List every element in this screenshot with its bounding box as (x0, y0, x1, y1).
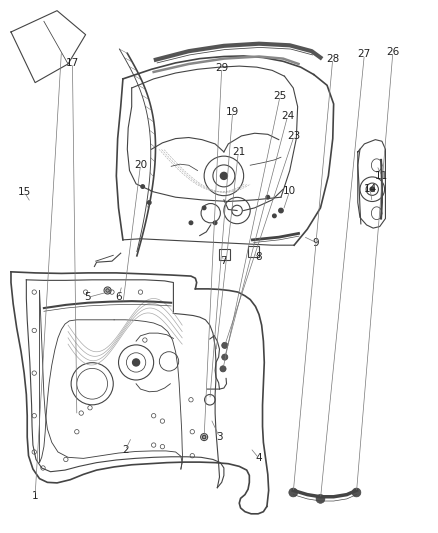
Circle shape (265, 196, 269, 199)
Text: 8: 8 (255, 253, 262, 262)
Circle shape (221, 354, 227, 360)
Text: 21: 21 (231, 147, 244, 157)
Bar (218, 249, 229, 260)
Text: 15: 15 (18, 187, 31, 197)
Circle shape (278, 208, 283, 213)
Circle shape (220, 172, 227, 180)
Circle shape (147, 201, 151, 204)
Circle shape (202, 206, 205, 209)
Text: 28: 28 (325, 54, 339, 63)
Circle shape (221, 342, 227, 349)
Text: 3: 3 (215, 432, 223, 442)
Text: 24: 24 (280, 111, 293, 121)
Text: 4: 4 (255, 454, 262, 463)
Text: 9: 9 (312, 238, 319, 247)
Text: 29: 29 (215, 63, 228, 73)
Circle shape (213, 221, 216, 224)
Text: 2: 2 (121, 446, 128, 455)
Circle shape (141, 185, 144, 188)
Text: 26: 26 (385, 47, 399, 56)
Text: 6: 6 (115, 293, 122, 302)
Text: 20: 20 (134, 160, 147, 170)
Text: 19: 19 (226, 107, 239, 117)
Text: 25: 25 (273, 91, 286, 101)
Circle shape (369, 187, 374, 191)
Text: 7: 7 (220, 256, 227, 266)
Circle shape (219, 366, 226, 372)
Circle shape (272, 214, 276, 217)
Text: 14: 14 (363, 184, 376, 194)
Text: 27: 27 (357, 50, 370, 59)
Text: 5: 5 (84, 293, 91, 302)
Circle shape (315, 495, 324, 503)
Text: 10: 10 (283, 186, 296, 196)
Text: 17: 17 (66, 58, 79, 68)
Text: 23: 23 (287, 131, 300, 141)
Circle shape (202, 435, 205, 439)
Text: 1: 1 (32, 491, 39, 500)
Circle shape (106, 289, 109, 292)
Circle shape (189, 221, 192, 224)
Circle shape (132, 359, 139, 366)
Circle shape (351, 488, 360, 497)
Bar (247, 246, 258, 257)
Text: 11: 11 (374, 171, 388, 181)
Circle shape (288, 488, 297, 497)
